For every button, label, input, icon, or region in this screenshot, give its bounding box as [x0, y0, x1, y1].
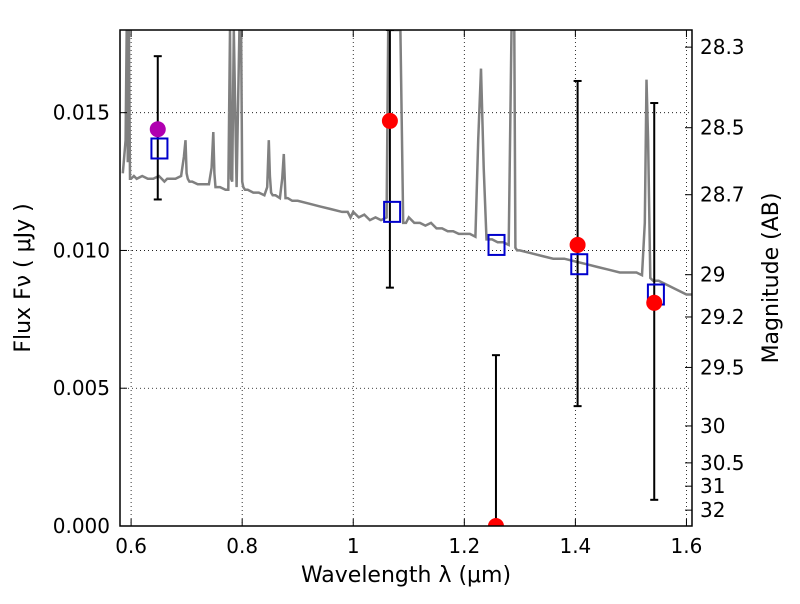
plot-area [121, 30, 692, 526]
y2-tick-label: 32 [700, 498, 725, 522]
x-tick-label: 0.6 [115, 534, 147, 558]
model-photometry-square [150, 137, 169, 160]
y2-tick-label: 28.3 [700, 35, 745, 59]
x-axis-label: Wavelength λ (μm) [301, 563, 511, 588]
y2-tick-label: 29.2 [700, 305, 745, 329]
observed-points [149, 112, 663, 526]
model-photometry-square [570, 253, 589, 276]
y2-tick-label: 30.5 [700, 451, 745, 475]
y-axis-label: Flux Fν ( μJy ) [11, 203, 36, 352]
y2-axis-label: Magnitude (AB) [759, 193, 784, 364]
y2-tick-label: 29.5 [700, 355, 745, 379]
y-tick-label: 0.010 [53, 238, 110, 262]
x-tick-label: 0.8 [226, 534, 258, 558]
y2-tick-label: 29 [700, 263, 725, 287]
y-tick-label: 0.005 [53, 376, 110, 400]
observed-point [149, 121, 166, 138]
y-axis-ticks: 0.000 0.005 0.010 0.015 [53, 101, 127, 538]
model-photometry-square [487, 233, 506, 256]
y2-tick-label: 31 [700, 474, 725, 498]
y2-tick-label: 30 [700, 414, 725, 438]
x-tick-label: 1.6 [671, 534, 703, 558]
y-tick-label: 0.000 [53, 514, 110, 538]
y2-tick-label: 28.5 [700, 116, 745, 140]
observed-point [569, 236, 586, 253]
x-axis-ticks: 0.6 0.8 1 1.2 1.4 1.6 [115, 30, 702, 558]
y-tick-label: 0.015 [53, 101, 110, 125]
plot-frame [119, 29, 693, 527]
model-spectrum-line [121, 30, 692, 296]
x-tick-label: 1 [347, 534, 360, 558]
observed-point [646, 294, 663, 311]
observed-point [487, 518, 504, 526]
model-photometry-square [383, 200, 402, 223]
grid-lines [120, 30, 692, 527]
observed-point [381, 112, 398, 129]
x-tick-label: 1.2 [448, 534, 480, 558]
y2-tick-label: 28.7 [700, 183, 745, 207]
x-tick-label: 1.4 [559, 534, 591, 558]
